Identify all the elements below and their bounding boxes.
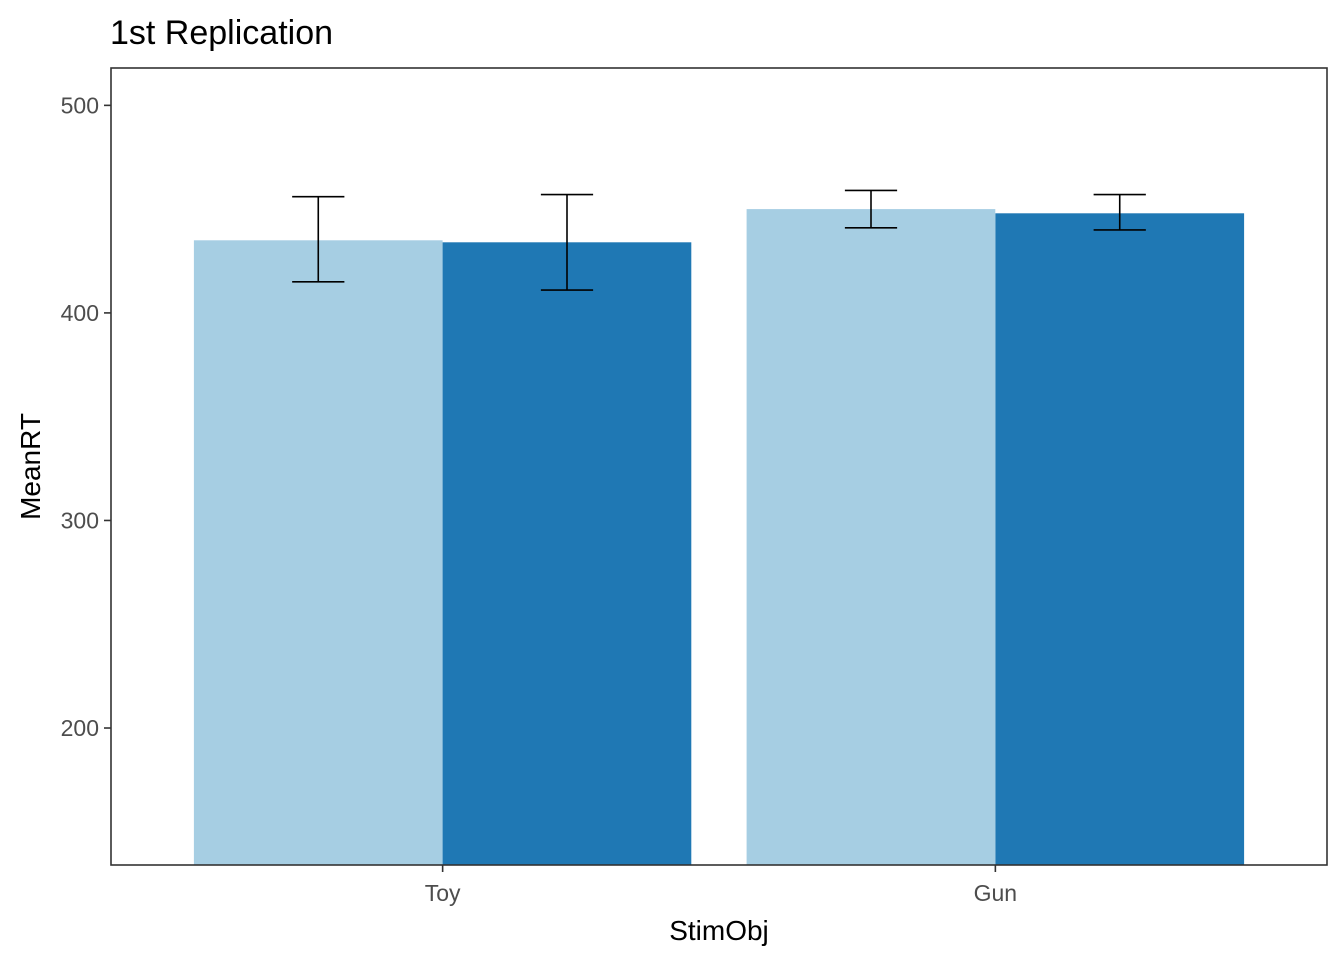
y-tick-label: 400 [61,300,99,326]
bar-toy-1 [193,240,443,866]
bar-gun-1 [746,209,996,866]
x-tick-label-toy: Toy [425,880,461,906]
x-axis-title: StimObj [669,915,769,946]
error-bar-gun-2 [1093,193,1146,231]
error-bar-toy-1 [292,195,345,283]
bar-gun-2 [995,213,1245,866]
plot-panel-border [110,67,1328,866]
y-axis-title: MeanRT [15,413,46,520]
y-tick-label: 300 [61,507,99,533]
y-tick-label: 500 [61,92,99,118]
error-bar-toy-2 [540,193,594,291]
chart-title: 1st Replication [110,14,333,52]
bar-toy-2 [442,242,692,866]
error-bar-gun-1 [844,189,898,229]
y-tick-label: 200 [61,715,99,741]
x-axis: Toy Gun [425,865,1017,906]
x-tick-label-gun: Gun [974,880,1017,906]
y-axis: 200 300 400 500 [61,92,111,741]
bars-layer [193,209,1245,866]
error-bars-layer [292,189,1146,291]
